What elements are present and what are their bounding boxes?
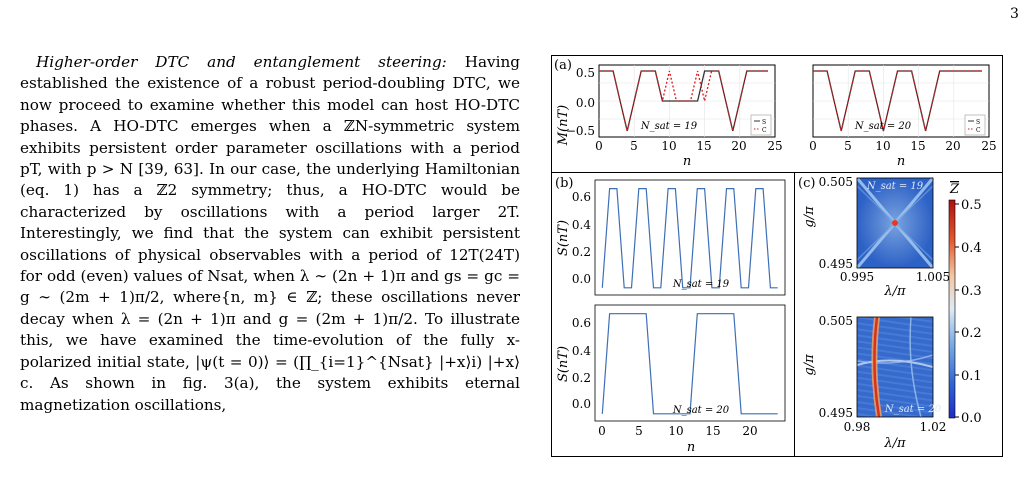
xtick-label: 5	[630, 139, 638, 153]
ytick-label: −0.5	[566, 124, 595, 138]
panel-c-bottom-heatmap: 0.505 0.495 0.98 1.02 λ/π N_sat = 20	[819, 314, 947, 451]
xaxis-label: n	[687, 440, 695, 455]
panel-b-top-plot: 0.6 0.4 0.2 0.0 S(nT) N_sat = 19	[556, 179, 786, 296]
yaxis-label: S(nT)	[556, 346, 571, 382]
paragraph-body: Having established the existence of a ro…	[20, 53, 520, 414]
yaxis-label: g/π	[802, 206, 817, 228]
xtick-label: 20	[731, 139, 746, 153]
ytick-label: 0.2	[572, 245, 591, 259]
legend-entry-s: S	[976, 119, 980, 126]
ytick-label: 0.495	[819, 257, 853, 271]
xtick-label: 15	[705, 424, 720, 438]
nsat-annotation: N_sat = 19	[672, 279, 730, 290]
xtick-label: 10	[661, 139, 676, 153]
legend-entry-c: C	[976, 127, 981, 134]
ytick-label: 0.505	[819, 175, 853, 189]
xtick-label: 10	[668, 424, 683, 438]
body-text-column: Higher-order DTC and entanglement steeri…	[20, 52, 520, 487]
xtick-label: 15	[910, 139, 925, 153]
xtick-label: 25	[981, 139, 996, 153]
yaxis-label: S(nT)	[556, 220, 571, 256]
xtick-label: 15	[696, 139, 711, 153]
xtick-label: 25	[767, 139, 782, 153]
colorbar-tick-label: 0.3	[961, 284, 982, 299]
series-line	[601, 313, 778, 415]
ytick-label: 0.0	[572, 397, 591, 411]
panel-b-label: (b)	[555, 176, 573, 191]
legend: S C	[750, 114, 772, 136]
page-number: 3	[1010, 6, 1019, 22]
series-line-s	[813, 70, 982, 132]
nsat-annotation: N_sat = 20	[672, 405, 730, 416]
xtick-label: 10	[875, 139, 890, 153]
xtick-label: 20	[742, 424, 757, 438]
colorbar-ticks	[955, 203, 959, 418]
legend-entry-s: S	[762, 119, 766, 126]
xtick-label: 0	[595, 139, 603, 153]
xtick-label: 5	[844, 139, 852, 153]
legend-entry-c: C	[762, 127, 767, 134]
series-line	[601, 188, 778, 289]
nsat-annotation: N_sat = 19	[640, 121, 698, 132]
panel-c-label: (c)	[798, 176, 815, 191]
nsat-annotation: N_sat = 20	[854, 121, 912, 132]
xtick-label: 0	[809, 139, 817, 153]
panel-a-label: (a)	[554, 58, 572, 73]
xtick-label: 20	[945, 139, 960, 153]
xtick-label: 1.02	[920, 420, 947, 434]
figure-3: (a) (b) (c) M(nT) 0.5 0.0 −0.5 0 5 10 15…	[551, 55, 1003, 457]
series-line-c	[599, 70, 768, 132]
legend: S C	[964, 114, 986, 136]
colorbar-label: Z	[949, 182, 960, 197]
colorbar: Z 0.5 0.4 0.3 0.2 0.1 0.0	[948, 182, 982, 426]
panel-a-left-plot: 0.5 0.0 −0.5 0 5 10 15 20 25 n N_sat = 1…	[566, 64, 783, 169]
ytick-label: 0.2	[572, 371, 591, 385]
colorbar-tick-label: 0.4	[961, 241, 982, 256]
nsat-annotation: N_sat = 20	[884, 404, 942, 415]
panel-a-right-plot: 0 5 10 15 20 25 n N_sat = 20 S C	[809, 64, 997, 169]
panel-a-ylabel: M(nT)	[556, 105, 571, 147]
ytick-label: 0.6	[572, 316, 591, 330]
panel-c-top-heatmap: 0.505 0.495 0.995 1.005 λ/π N_sat = 19	[819, 175, 951, 299]
xaxis-label: λ/π	[883, 284, 906, 299]
panel-b-bottom-plot: 0.6 0.4 0.2 0.0 S(nT) N_sat = 20 0 5 10 …	[556, 304, 786, 455]
section-heading: Higher-order DTC and entanglement steeri…	[36, 53, 447, 71]
xaxis-label: n	[897, 154, 905, 169]
ytick-label: 0.505	[819, 314, 853, 328]
colorbar-tick-label: 0.0	[961, 411, 982, 426]
yaxis-label: g/π	[802, 354, 817, 376]
colorbar-tick-label: 0.1	[961, 369, 982, 384]
ytick-label: 0.4	[572, 218, 591, 232]
ytick-label: 0.4	[572, 344, 591, 358]
xtick-label: 1.005	[916, 270, 950, 284]
panel-c-frame	[794, 172, 1003, 457]
nsat-annotation: N_sat = 19	[866, 181, 924, 192]
colorbar-tick-label: 0.2	[961, 326, 982, 341]
xtick-label: 0.98	[844, 420, 871, 434]
xtick-label: 5	[635, 424, 643, 438]
ytick-label: 0.5	[576, 66, 595, 80]
xtick-label: 0.995	[840, 270, 874, 284]
colorbar-tick-label: 0.5	[961, 198, 982, 213]
xaxis-label: n	[683, 154, 691, 169]
ytick-label: 0.0	[572, 272, 591, 286]
ytick-label: 0.6	[572, 190, 591, 204]
xaxis-label: λ/π	[883, 436, 906, 451]
ytick-label: 0.495	[819, 406, 853, 420]
xtick-label: 0	[598, 424, 606, 438]
paragraph: Higher-order DTC and entanglement steeri…	[20, 52, 520, 416]
ytick-label: 0.0	[576, 96, 595, 110]
